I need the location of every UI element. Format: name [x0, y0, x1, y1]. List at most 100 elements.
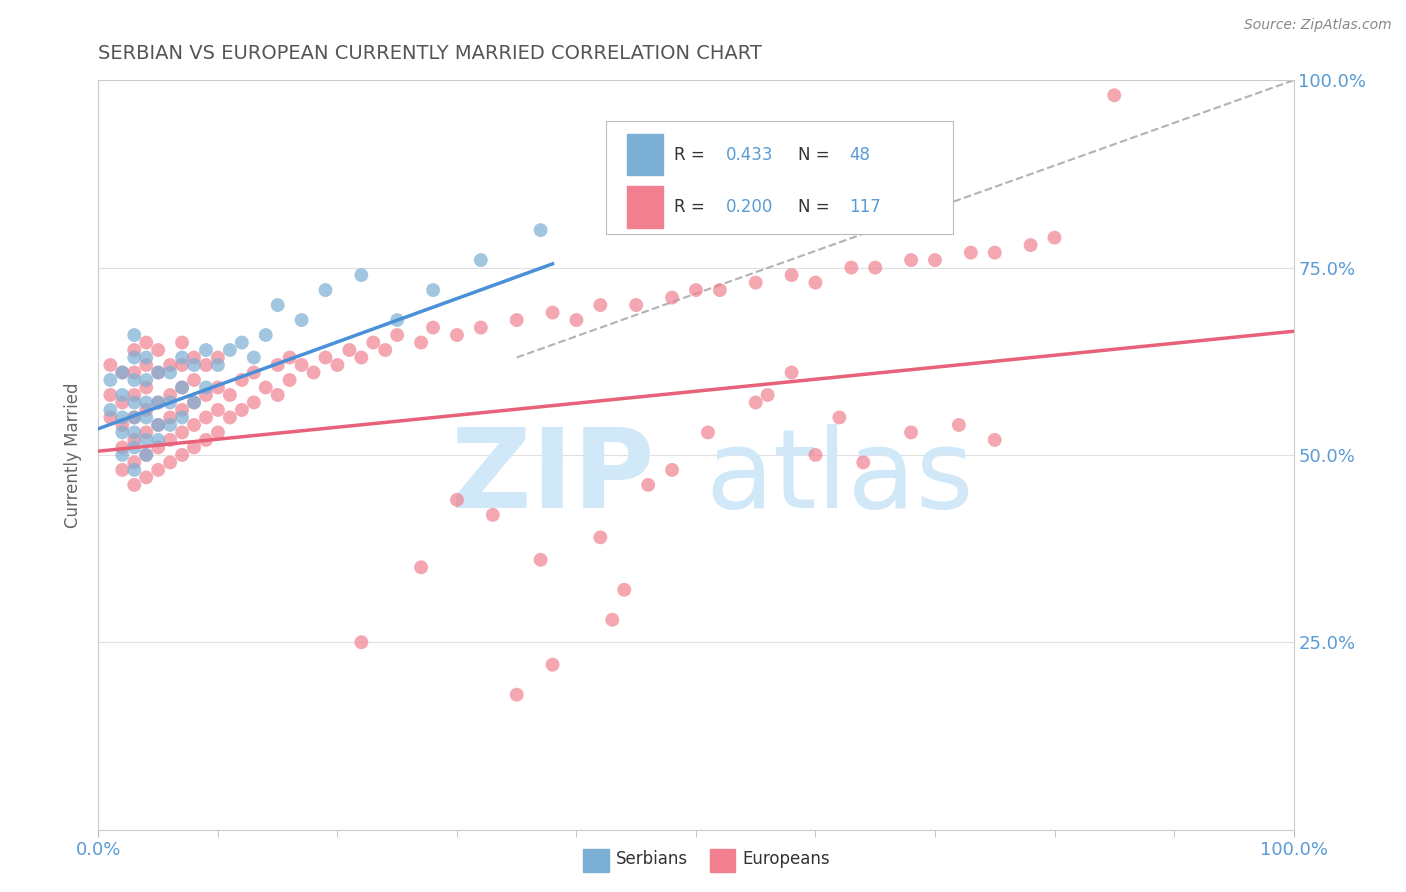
Point: [960, 245, 983, 260]
Point: [326, 358, 349, 372]
Point: [148, 395, 170, 409]
Point: [804, 448, 827, 462]
Point: [219, 410, 242, 425]
Point: [243, 395, 266, 409]
Point: [852, 455, 875, 469]
Point: [745, 276, 768, 290]
Point: [111, 395, 134, 409]
Text: SERBIAN VS EUROPEAN CURRENTLY MARRIED CORRELATION CHART: SERBIAN VS EUROPEAN CURRENTLY MARRIED CO…: [98, 45, 762, 63]
Point: [780, 268, 803, 282]
Point: [124, 351, 146, 365]
Point: [385, 313, 409, 327]
Point: [1043, 230, 1066, 244]
Point: [685, 283, 707, 297]
Point: [924, 253, 946, 268]
Point: [148, 417, 170, 432]
Point: [148, 366, 170, 380]
Point: [254, 380, 277, 394]
Point: [183, 358, 205, 372]
Bar: [627, 134, 662, 175]
Point: [111, 366, 134, 380]
Point: [374, 343, 396, 357]
Point: [254, 328, 277, 343]
Point: [135, 395, 157, 409]
Text: ZIP: ZIP: [451, 424, 654, 531]
Point: [350, 268, 373, 282]
Text: 117: 117: [849, 198, 880, 216]
Point: [135, 335, 157, 350]
Point: [111, 388, 134, 402]
Point: [219, 388, 242, 402]
Point: [661, 463, 683, 477]
Text: 0.433: 0.433: [725, 145, 773, 163]
Y-axis label: Currently Married: Currently Married: [65, 382, 83, 528]
Point: [278, 351, 301, 365]
Point: [172, 380, 194, 394]
Point: [135, 470, 157, 484]
Point: [422, 283, 444, 297]
Point: [207, 351, 229, 365]
Point: [231, 403, 253, 417]
Point: [124, 388, 146, 402]
Point: [183, 441, 205, 455]
Point: [124, 478, 146, 492]
Point: [541, 657, 564, 672]
Point: [697, 425, 720, 440]
Point: [159, 410, 181, 425]
Point: [865, 260, 887, 275]
Point: [148, 433, 170, 447]
Point: [172, 358, 194, 372]
Text: 0.200: 0.200: [725, 198, 773, 216]
Point: [135, 380, 157, 394]
Point: [231, 335, 253, 350]
Point: [124, 343, 146, 357]
Point: [195, 380, 218, 394]
Point: [172, 403, 194, 417]
Text: Source: ZipAtlas.com: Source: ZipAtlas.com: [1244, 18, 1392, 32]
Point: [984, 433, 1007, 447]
Point: [541, 305, 564, 319]
Point: [172, 425, 194, 440]
Point: [148, 417, 170, 432]
Point: [780, 366, 803, 380]
Point: [804, 276, 827, 290]
Point: [267, 298, 290, 312]
Point: [195, 343, 218, 357]
Point: [148, 366, 170, 380]
Point: [98, 403, 122, 417]
Point: [111, 410, 134, 425]
Point: [159, 388, 181, 402]
Point: [207, 425, 229, 440]
Point: [124, 410, 146, 425]
Point: [828, 410, 851, 425]
Point: [159, 417, 181, 432]
Point: [900, 253, 922, 268]
Point: [984, 245, 1007, 260]
Point: [135, 351, 157, 365]
Point: [183, 395, 205, 409]
Point: [124, 425, 146, 440]
Point: [745, 395, 768, 409]
Point: [470, 320, 492, 334]
Point: [948, 417, 970, 432]
Point: [565, 313, 588, 327]
Point: [267, 358, 290, 372]
Point: [530, 553, 553, 567]
Point: [207, 380, 229, 394]
Text: R =: R =: [675, 145, 710, 163]
Text: N =: N =: [797, 198, 834, 216]
Point: [183, 395, 205, 409]
Point: [124, 463, 146, 477]
Point: [111, 448, 134, 462]
Point: [172, 448, 194, 462]
Point: [841, 260, 863, 275]
Point: [148, 395, 170, 409]
Point: [148, 343, 170, 357]
Point: [135, 433, 157, 447]
Point: [159, 366, 181, 380]
Point: [291, 313, 314, 327]
Point: [98, 410, 122, 425]
Point: [135, 403, 157, 417]
Point: [159, 455, 181, 469]
Point: [98, 358, 122, 372]
